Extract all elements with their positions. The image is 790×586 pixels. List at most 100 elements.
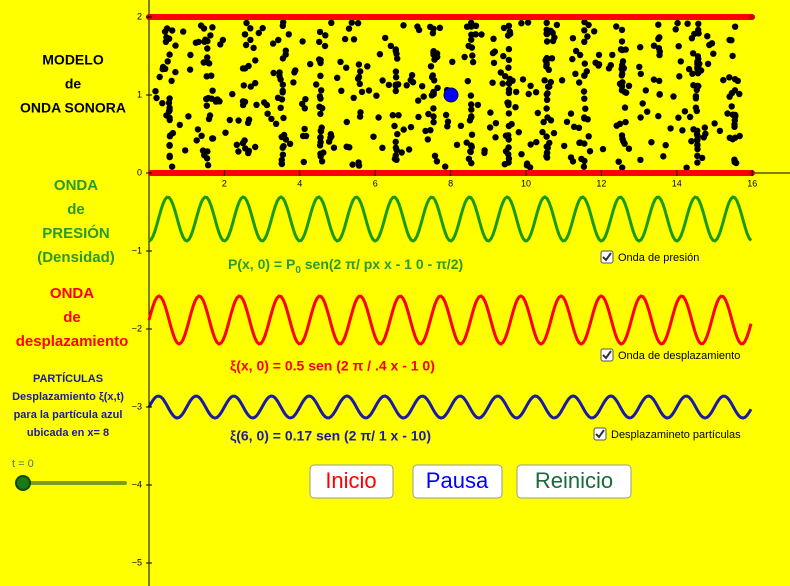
button[interactable] <box>412 464 503 499</box>
particle <box>585 133 592 140</box>
particle <box>569 158 577 165</box>
pressure-formula: P(x, 0) = P0 sen(2 π/ px x - 1 0 - π/2) <box>228 256 463 276</box>
particle <box>543 133 550 140</box>
particle <box>546 139 553 147</box>
particle <box>316 28 324 36</box>
particle <box>244 119 252 127</box>
particle <box>581 114 588 121</box>
particle <box>408 72 416 79</box>
particle <box>468 106 475 113</box>
particle <box>615 158 622 165</box>
particle <box>711 120 718 127</box>
particle <box>407 123 415 131</box>
particle <box>299 38 306 45</box>
particle <box>622 118 629 126</box>
particle <box>431 152 439 159</box>
particle <box>276 72 283 80</box>
particle <box>394 130 401 138</box>
button-label[interactable]: Reinicio <box>535 468 613 493</box>
particle <box>192 39 200 46</box>
particle <box>688 35 696 42</box>
particle <box>358 88 366 96</box>
pressure-label: ONDA de PRESIÓN (Densidad) <box>37 177 115 266</box>
particle <box>639 100 646 107</box>
particle <box>689 70 696 77</box>
particle <box>373 92 380 99</box>
particle <box>166 95 173 102</box>
particle <box>570 123 578 130</box>
particle <box>319 105 326 112</box>
particle <box>318 158 326 165</box>
particle <box>704 60 712 68</box>
pressure-wave <box>148 195 753 243</box>
particle <box>242 145 249 152</box>
particle <box>152 88 159 95</box>
x-tick-label: 2 <box>222 178 227 188</box>
particle <box>540 118 547 126</box>
particle <box>533 138 540 146</box>
button-label[interactable]: Inicio <box>325 468 376 493</box>
particle <box>403 82 410 89</box>
particle <box>391 122 398 130</box>
particle <box>180 28 187 35</box>
particle <box>543 105 550 112</box>
particle <box>726 93 733 100</box>
button-label[interactable]: Pausa <box>426 468 489 493</box>
particle <box>394 55 401 62</box>
particle <box>655 35 662 42</box>
particle <box>580 163 588 170</box>
button[interactable] <box>516 464 632 499</box>
particle <box>505 22 513 29</box>
slider-knob[interactable] <box>15 475 31 491</box>
label-line: Desplazamiento ξ(x,t) <box>12 391 124 403</box>
slider-label: t = 0 <box>12 458 34 470</box>
button[interactable] <box>309 464 394 499</box>
particle <box>247 83 254 90</box>
checkbox-label[interactable]: Onda de desplazamiento <box>618 350 740 362</box>
particle <box>182 147 189 154</box>
y-tick-label: −2 <box>132 323 142 333</box>
checkbox-label[interactable]: Desplazamineto partículas <box>611 429 741 441</box>
particle <box>279 89 286 96</box>
particle <box>212 98 220 105</box>
particle <box>354 75 362 82</box>
label-line: ubicada en x= 8 <box>27 427 109 439</box>
title: MODELO de ONDA SONORA <box>20 52 126 116</box>
particle <box>318 124 325 131</box>
particle <box>313 81 320 88</box>
formula-subscript: 0 <box>295 265 301 276</box>
particle <box>389 112 396 119</box>
particle <box>637 70 644 78</box>
particle <box>164 58 171 65</box>
particle <box>291 69 298 76</box>
y-tick-label: −5 <box>132 557 142 567</box>
title-line: MODELO <box>42 52 104 68</box>
displacement-formula: ξ(x, 0) = 0.5 sen (2 π / .4 x - 1 0) <box>230 358 435 374</box>
particle <box>617 46 625 53</box>
particles-label: PARTÍCULAS Desplazamiento ξ(x,t) para la… <box>12 372 124 439</box>
particle <box>343 118 350 126</box>
particle <box>264 110 271 117</box>
particle <box>302 132 310 140</box>
particle <box>623 89 630 96</box>
particle <box>317 72 324 80</box>
particle <box>505 56 513 64</box>
label-line: ONDA <box>50 285 94 302</box>
particle <box>241 31 249 38</box>
particle <box>731 23 739 30</box>
particle <box>650 42 658 49</box>
particle <box>379 144 386 151</box>
particle <box>365 87 373 94</box>
y-tick-label: −3 <box>132 401 142 411</box>
check-mark <box>602 252 612 262</box>
particle <box>204 54 211 61</box>
particle <box>272 120 280 128</box>
particle <box>544 55 551 62</box>
particle <box>683 164 690 171</box>
checkbox-label[interactable]: Onda de presión <box>618 252 699 264</box>
particle <box>282 51 289 58</box>
particle <box>422 127 429 135</box>
particle <box>704 33 711 40</box>
particle <box>622 46 629 53</box>
particle <box>330 144 338 151</box>
